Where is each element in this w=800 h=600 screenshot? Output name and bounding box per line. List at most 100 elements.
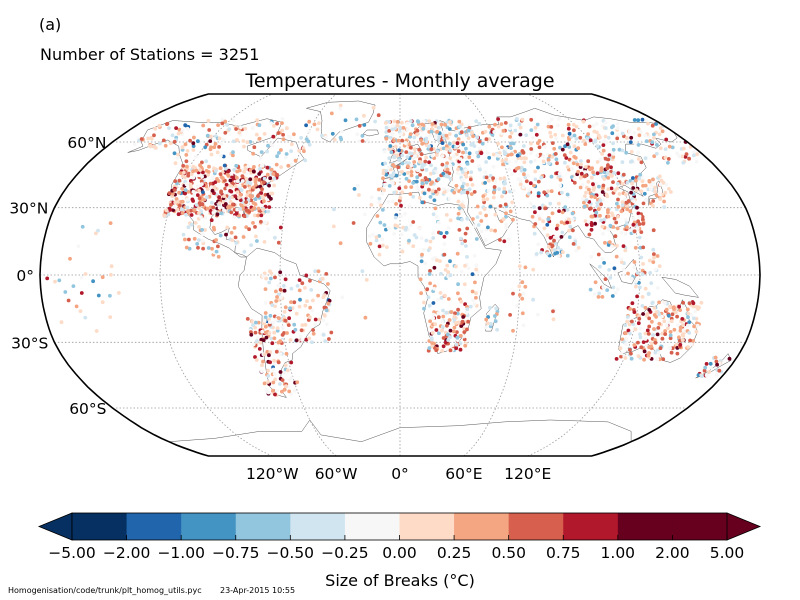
station-marker — [635, 226, 640, 231]
station-marker — [153, 146, 158, 150]
station-marker — [460, 178, 465, 182]
station-marker — [223, 186, 228, 191]
station-marker — [632, 229, 637, 234]
station-marker — [444, 230, 449, 235]
station-marker — [439, 122, 444, 127]
station-marker — [603, 134, 608, 139]
station-marker — [173, 161, 178, 166]
station-marker — [441, 171, 446, 176]
station-marker — [680, 317, 685, 321]
station-marker — [428, 195, 433, 199]
station-marker — [373, 119, 377, 124]
station-marker — [240, 174, 245, 179]
station-marker — [559, 235, 564, 239]
station-marker — [169, 202, 173, 207]
station-marker — [340, 295, 345, 300]
colorbar-segment — [508, 513, 564, 540]
station-marker — [322, 305, 327, 310]
colorbar-tick-label: −0.50 — [267, 544, 315, 562]
station-marker — [301, 146, 306, 151]
station-marker — [383, 182, 388, 187]
station-marker — [292, 132, 296, 137]
station-marker — [491, 152, 496, 157]
station-marker — [463, 239, 467, 243]
station-marker — [529, 128, 534, 133]
station-marker — [598, 198, 603, 203]
station-marker — [168, 141, 173, 146]
station-marker — [636, 321, 641, 326]
station-marker — [254, 339, 259, 344]
station-marker — [462, 326, 466, 331]
station-marker — [507, 167, 512, 172]
station-marker — [670, 346, 675, 351]
station-marker — [624, 342, 628, 346]
station-marker — [519, 168, 524, 173]
station-marker — [670, 312, 675, 317]
station-marker — [168, 208, 173, 212]
station-marker — [638, 172, 643, 177]
station-marker — [647, 308, 652, 312]
station-marker — [529, 160, 533, 164]
station-marker — [299, 135, 303, 140]
station-marker — [383, 121, 388, 125]
station-marker — [615, 126, 620, 131]
station-marker — [256, 194, 260, 198]
station-marker — [329, 330, 334, 335]
station-marker — [453, 311, 457, 316]
station-marker — [186, 209, 190, 214]
station-marker — [565, 142, 570, 147]
station-marker — [663, 332, 668, 336]
station-marker — [412, 160, 417, 164]
station-marker — [541, 159, 546, 164]
station-marker — [702, 368, 707, 373]
station-marker — [448, 273, 453, 278]
station-marker — [271, 380, 276, 385]
station-marker — [456, 291, 460, 296]
station-marker — [80, 224, 85, 229]
station-marker — [172, 139, 177, 144]
station-marker — [63, 290, 68, 294]
station-marker — [668, 346, 672, 350]
station-marker — [390, 127, 395, 132]
station-marker — [423, 176, 428, 180]
station-marker — [189, 222, 194, 227]
station-marker — [426, 248, 431, 253]
station-marker — [446, 270, 451, 275]
station-marker — [602, 139, 607, 143]
station-marker — [280, 117, 285, 121]
station-marker — [262, 318, 267, 323]
station-marker — [658, 146, 663, 151]
station-marker — [276, 360, 281, 365]
station-marker — [265, 165, 270, 170]
station-marker — [265, 172, 270, 177]
station-marker — [389, 179, 394, 184]
station-marker — [459, 173, 464, 177]
station-marker — [601, 285, 606, 290]
station-marker — [591, 170, 595, 175]
station-marker — [423, 261, 428, 266]
station-marker — [599, 167, 604, 171]
station-marker — [456, 171, 460, 176]
station-marker — [287, 378, 292, 382]
station-marker — [322, 313, 327, 318]
station-marker — [627, 322, 632, 327]
station-marker — [598, 264, 602, 269]
station-marker — [442, 252, 447, 257]
station-marker — [410, 123, 415, 128]
station-marker — [666, 157, 671, 161]
station-marker — [338, 241, 343, 246]
lon-tick-label: 60°E — [445, 465, 482, 483]
station-marker — [457, 206, 462, 211]
station-marker — [546, 124, 551, 129]
map — [39, 93, 761, 457]
station-marker — [638, 335, 643, 340]
station-marker — [645, 328, 650, 333]
station-marker — [608, 223, 613, 228]
colorbar-segment — [563, 513, 619, 540]
station-marker — [537, 139, 542, 143]
station-marker — [403, 211, 407, 216]
station-marker — [539, 250, 543, 255]
station-marker — [631, 216, 636, 221]
station-marker — [261, 195, 266, 200]
station-marker — [184, 245, 189, 250]
